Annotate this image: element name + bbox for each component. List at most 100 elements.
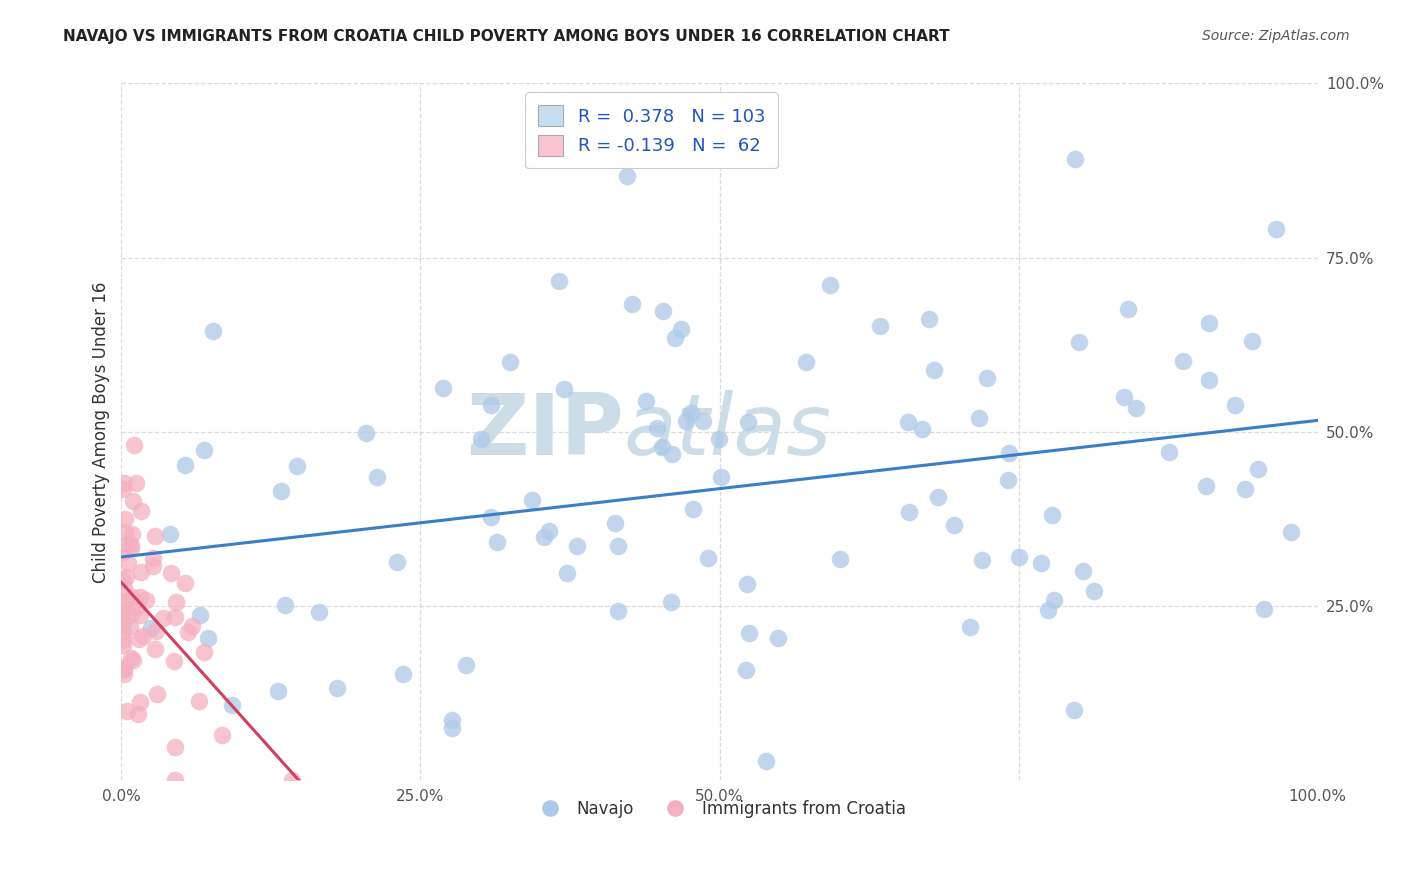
- Point: [120, 538, 142, 552]
- Point: [111, 545, 134, 559]
- Point: [129, 565, 152, 579]
- Point: [1029, 557, 1052, 571]
- Point: [897, 415, 920, 429]
- Point: [533, 530, 555, 544]
- Point: [142, 558, 165, 573]
- Point: [555, 566, 578, 581]
- Point: [1264, 222, 1286, 236]
- Point: [922, 363, 945, 377]
- Point: [548, 274, 571, 288]
- Point: [651, 441, 673, 455]
- Point: [647, 420, 669, 434]
- Point: [970, 552, 993, 566]
- Point: [159, 526, 181, 541]
- Point: [697, 551, 720, 566]
- Point: [969, 411, 991, 425]
- Point: [1225, 398, 1247, 412]
- Point: [652, 304, 675, 318]
- Point: [479, 398, 502, 412]
- Point: [869, 319, 891, 334]
- Point: [898, 505, 921, 519]
- Point: [118, 619, 141, 633]
- Point: [174, 458, 197, 472]
- Point: [188, 694, 211, 708]
- Point: [537, 524, 560, 538]
- Point: [1043, 592, 1066, 607]
- Point: [143, 528, 166, 542]
- Point: [1157, 444, 1180, 458]
- Point: [709, 432, 731, 446]
- Point: [114, 594, 136, 608]
- Point: [129, 696, 152, 710]
- Point: [112, 581, 135, 595]
- Point: [143, 642, 166, 657]
- Point: [122, 438, 145, 452]
- Point: [479, 510, 502, 524]
- Point: [1063, 152, 1085, 166]
- Point: [201, 324, 224, 338]
- Point: [121, 653, 143, 667]
- Point: [125, 600, 148, 615]
- Point: [281, 773, 304, 788]
- Point: [470, 432, 492, 446]
- Point: [1038, 602, 1060, 616]
- Point: [366, 470, 388, 484]
- Point: [128, 632, 150, 647]
- Point: [675, 414, 697, 428]
- Point: [163, 740, 186, 755]
- Point: [998, 446, 1021, 460]
- Point: [634, 393, 657, 408]
- Point: [692, 413, 714, 427]
- Point: [959, 620, 981, 634]
- Point: [486, 534, 509, 549]
- Point: [976, 371, 998, 385]
- Point: [1040, 508, 1063, 522]
- Point: [274, 599, 297, 613]
- Point: [385, 556, 408, 570]
- Point: [606, 604, 628, 618]
- Point: [112, 476, 135, 491]
- Point: [1071, 564, 1094, 578]
- Legend: Navajo, Immigrants from Croatia: Navajo, Immigrants from Croatia: [526, 793, 912, 824]
- Point: [1008, 549, 1031, 564]
- Point: [114, 524, 136, 539]
- Point: [111, 625, 134, 640]
- Point: [616, 169, 638, 183]
- Point: [1253, 602, 1275, 616]
- Point: [287, 458, 309, 473]
- Point: [522, 492, 544, 507]
- Point: [553, 382, 575, 396]
- Point: [125, 475, 148, 490]
- Point: [152, 611, 174, 625]
- Point: [1112, 390, 1135, 404]
- Point: [163, 654, 186, 668]
- Point: [1279, 524, 1302, 539]
- Point: [456, 658, 478, 673]
- Point: [120, 650, 142, 665]
- Point: [755, 754, 778, 768]
- Point: [659, 595, 682, 609]
- Point: [114, 538, 136, 552]
- Point: [111, 482, 134, 496]
- Point: [111, 574, 134, 588]
- Point: [606, 539, 628, 553]
- Point: [115, 704, 138, 718]
- Point: [188, 607, 211, 622]
- Point: [160, 566, 183, 580]
- Point: [270, 484, 292, 499]
- Point: [661, 447, 683, 461]
- Point: [193, 442, 215, 457]
- Text: Source: ZipAtlas.com: Source: ZipAtlas.com: [1202, 29, 1350, 43]
- Point: [710, 469, 733, 483]
- Y-axis label: Child Poverty Among Boys Under 16: Child Poverty Among Boys Under 16: [93, 281, 110, 582]
- Point: [221, 698, 243, 712]
- Point: [1171, 354, 1194, 368]
- Point: [121, 527, 143, 541]
- Point: [440, 721, 463, 735]
- Point: [1125, 401, 1147, 415]
- Point: [927, 490, 949, 504]
- Point: [391, 666, 413, 681]
- Point: [1195, 479, 1218, 493]
- Point: [211, 728, 233, 742]
- Point: [565, 539, 588, 553]
